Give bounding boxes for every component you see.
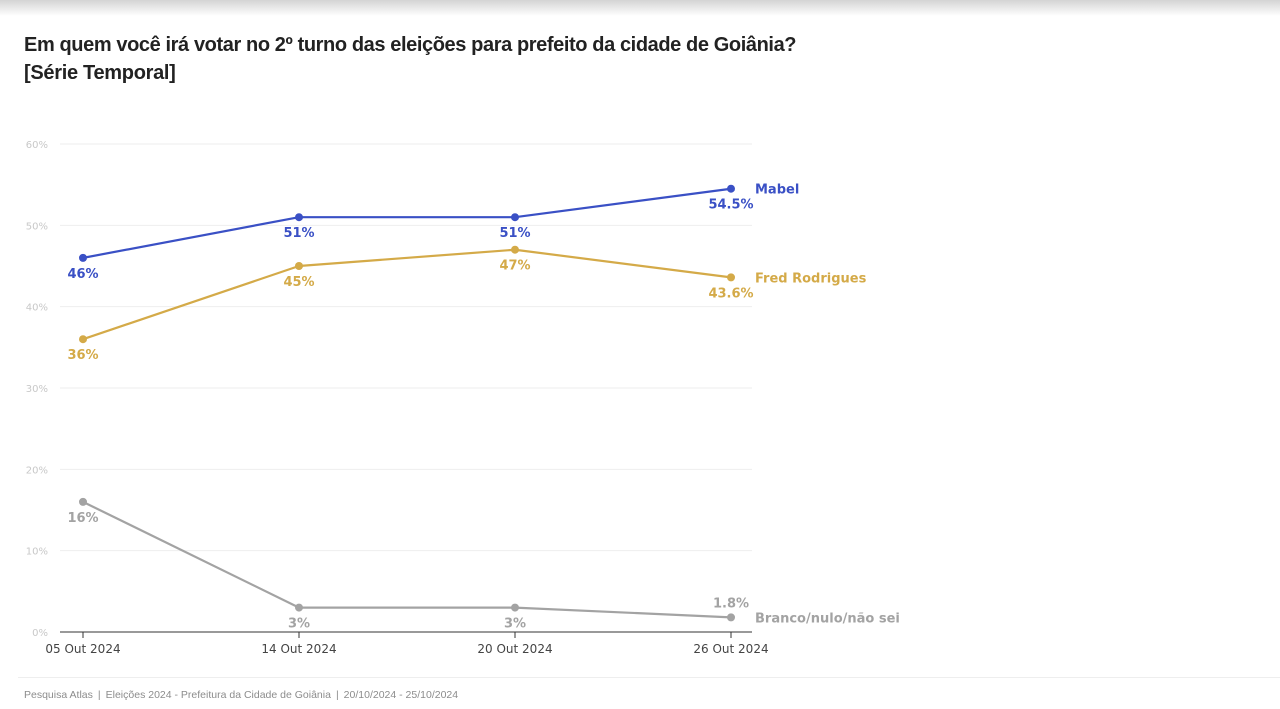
x-tick-label: 20 Out 2024 bbox=[477, 642, 552, 656]
series-name-label: Branco/nulo/não sei bbox=[755, 611, 900, 626]
series-line bbox=[82, 500, 732, 619]
footer-divider bbox=[18, 677, 1280, 678]
data-point bbox=[295, 213, 303, 222]
y-tick-label: 20% bbox=[26, 465, 48, 476]
y-tick-label: 60% bbox=[26, 140, 48, 151]
data-point bbox=[511, 213, 519, 222]
series-mabel: 46% 51% 51% 54.5%Mabel bbox=[67, 183, 799, 282]
series-line bbox=[82, 187, 732, 259]
x-axis: 05 Out 2024 14 Out 2024 20 Out 2024 26 Out … bbox=[45, 631, 769, 656]
data-point bbox=[295, 603, 303, 612]
data-label: 54.5% bbox=[708, 198, 753, 213]
chart-subtitle: [Série Temporal] bbox=[24, 62, 176, 84]
data-point bbox=[79, 253, 87, 262]
footer-source: Pesquisa Atlas bbox=[24, 689, 93, 701]
data-point bbox=[727, 613, 735, 622]
x-tick-label: 05 Out 2024 bbox=[45, 642, 120, 656]
data-label: 36% bbox=[67, 348, 98, 363]
data-label: 3% bbox=[504, 617, 526, 632]
data-label: 16% bbox=[67, 511, 98, 526]
x-tick-label: 26 Out 2024 bbox=[693, 642, 768, 656]
series-name-label: Fred Rodrigues bbox=[755, 271, 867, 286]
y-tick-label: 10% bbox=[26, 547, 48, 558]
data-point bbox=[727, 273, 735, 282]
data-label: 1.8% bbox=[713, 596, 749, 611]
line-chart: 0% 10% 20% 30% 40% 50% 60% 05 Out 2024 14 Out 2… bbox=[26, 140, 900, 656]
chart-title: Em quem você irá votar no 2º turno das e… bbox=[24, 34, 797, 56]
y-tick-label: 0% bbox=[32, 628, 48, 639]
y-tick-label: 50% bbox=[26, 221, 48, 232]
series-fred-rodrigues: 36% 45% 47% 43.6%Fred Rodrigues bbox=[67, 245, 867, 363]
series-line bbox=[82, 248, 732, 341]
y-tick-label: 30% bbox=[26, 384, 48, 395]
y-axis-ticks: 0% 10% 20% 30% 40% 50% 60% bbox=[26, 140, 48, 639]
y-tick-label: 40% bbox=[26, 303, 48, 314]
data-point bbox=[79, 497, 87, 506]
footer-description: Eleições 2024 - Prefeitura da Cidade de … bbox=[105, 689, 331, 701]
footer-dates: 20/10/2024 - 25/10/2024 bbox=[343, 689, 459, 701]
gridlines bbox=[60, 143, 752, 552]
data-label: 51% bbox=[499, 226, 530, 241]
source-footer: Pesquisa Atlas | Eleições 2024 - Prefeitur… bbox=[24, 689, 458, 701]
data-point bbox=[511, 603, 519, 612]
series-name-label: Mabel bbox=[755, 183, 799, 198]
data-point bbox=[511, 245, 519, 254]
data-point bbox=[295, 262, 303, 270]
data-label: 47% bbox=[499, 259, 530, 274]
series-group: 46% 51% 51% 54.5%Mabel 36% 45% 47% 43.6%Fred Ro… bbox=[67, 183, 899, 632]
data-label: 43.6% bbox=[708, 286, 753, 301]
data-point bbox=[727, 184, 735, 193]
data-point bbox=[79, 335, 87, 344]
data-label: 3% bbox=[288, 617, 310, 632]
data-label: 46% bbox=[67, 267, 98, 282]
series-branco-nulo-n-o-sei: 16% 3% 3% 1.8% Branco/nulo/não sei bbox=[67, 497, 900, 632]
window-top-shadow bbox=[0, 0, 1280, 16]
data-label: 45% bbox=[283, 275, 314, 290]
data-label: 51% bbox=[283, 226, 314, 241]
footer-separator: | bbox=[335, 689, 339, 701]
x-tick-label: 14 Out 2024 bbox=[261, 642, 336, 656]
footer-separator: | bbox=[97, 689, 101, 701]
